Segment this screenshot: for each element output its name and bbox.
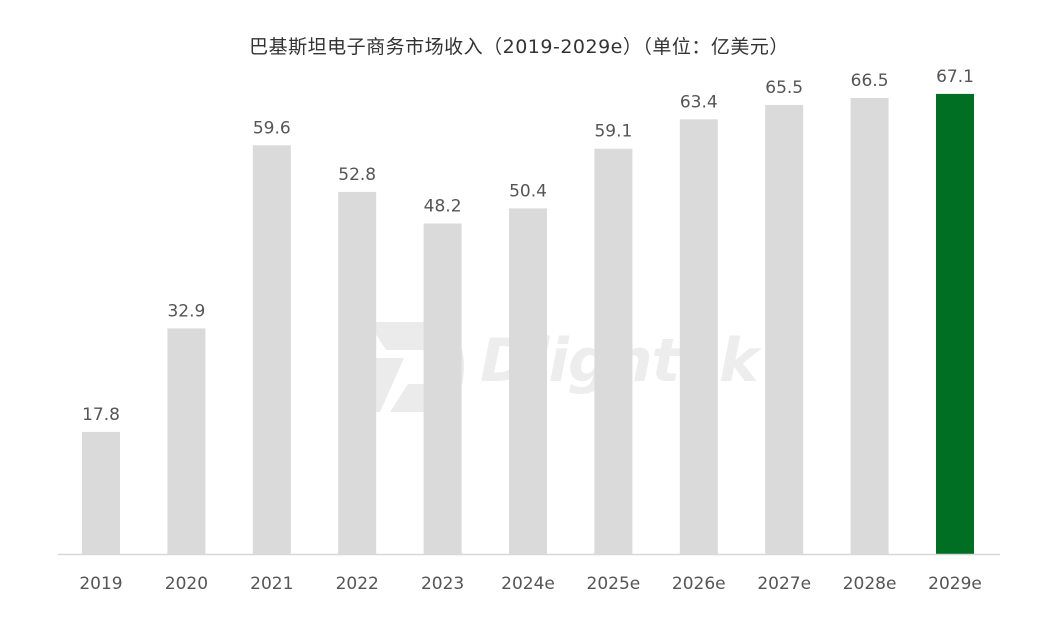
value-label-2020: 32.9 bbox=[167, 301, 205, 321]
bar-2028e bbox=[850, 98, 889, 554]
bar-2025e bbox=[594, 148, 633, 554]
value-labels-layer: 17.8 32.9 59.6 52.8 48.2 50.4 59.1 63.4 65.5 66.5… bbox=[82, 67, 974, 425]
bar-2029e bbox=[936, 93, 974, 555]
value-label-2023: 48.2 bbox=[424, 197, 462, 217]
x-tick-label-2021: 2021 bbox=[250, 574, 293, 594]
value-label-2028e: 66.5 bbox=[851, 71, 889, 91]
x-tick-label-2026e: 2026e bbox=[672, 574, 726, 594]
bar-2020 bbox=[167, 328, 206, 554]
x-tick-label-2022: 2022 bbox=[336, 574, 379, 594]
value-label-2019: 17.8 bbox=[82, 405, 120, 425]
bar-2027e bbox=[765, 104, 804, 555]
x-tick-label-2020: 2020 bbox=[165, 574, 208, 594]
x-tick-label-2025e: 2025e bbox=[587, 574, 641, 594]
value-label-2025e: 59.1 bbox=[594, 122, 632, 142]
value-label-2026e: 63.4 bbox=[680, 92, 718, 112]
bar-2023 bbox=[423, 223, 462, 554]
bars-layer bbox=[82, 93, 974, 555]
bar-2021 bbox=[252, 145, 291, 555]
x-tick-label-2023: 2023 bbox=[421, 574, 464, 594]
x-tick-label-2028e: 2028e bbox=[843, 574, 897, 594]
tick-labels-layer: 2019 2020 2021 2022 2023 2024e 2025e 2026e 2027e… bbox=[79, 574, 982, 594]
bar-2022 bbox=[338, 191, 377, 554]
value-label-2021: 59.6 bbox=[253, 118, 291, 138]
x-tick-label-2019: 2019 bbox=[79, 574, 122, 594]
x-tick-label-2024e: 2024e bbox=[501, 574, 555, 594]
bar-2024e bbox=[509, 208, 547, 554]
value-label-2024e: 50.4 bbox=[509, 181, 547, 201]
bar-2026e bbox=[679, 119, 718, 555]
x-tick-label-2027e: 2027e bbox=[757, 574, 811, 594]
chart-title: 巴基斯坦电子商务市场收入（2019-2029e）（单位：亿美元） bbox=[249, 36, 789, 58]
value-label-2022: 52.8 bbox=[338, 165, 376, 185]
bar-2019 bbox=[82, 431, 120, 554]
x-tick-label-2029e: 2029e bbox=[928, 574, 982, 594]
value-label-2029e: 67.1 bbox=[936, 67, 974, 87]
value-label-2027e: 65.5 bbox=[765, 78, 803, 98]
